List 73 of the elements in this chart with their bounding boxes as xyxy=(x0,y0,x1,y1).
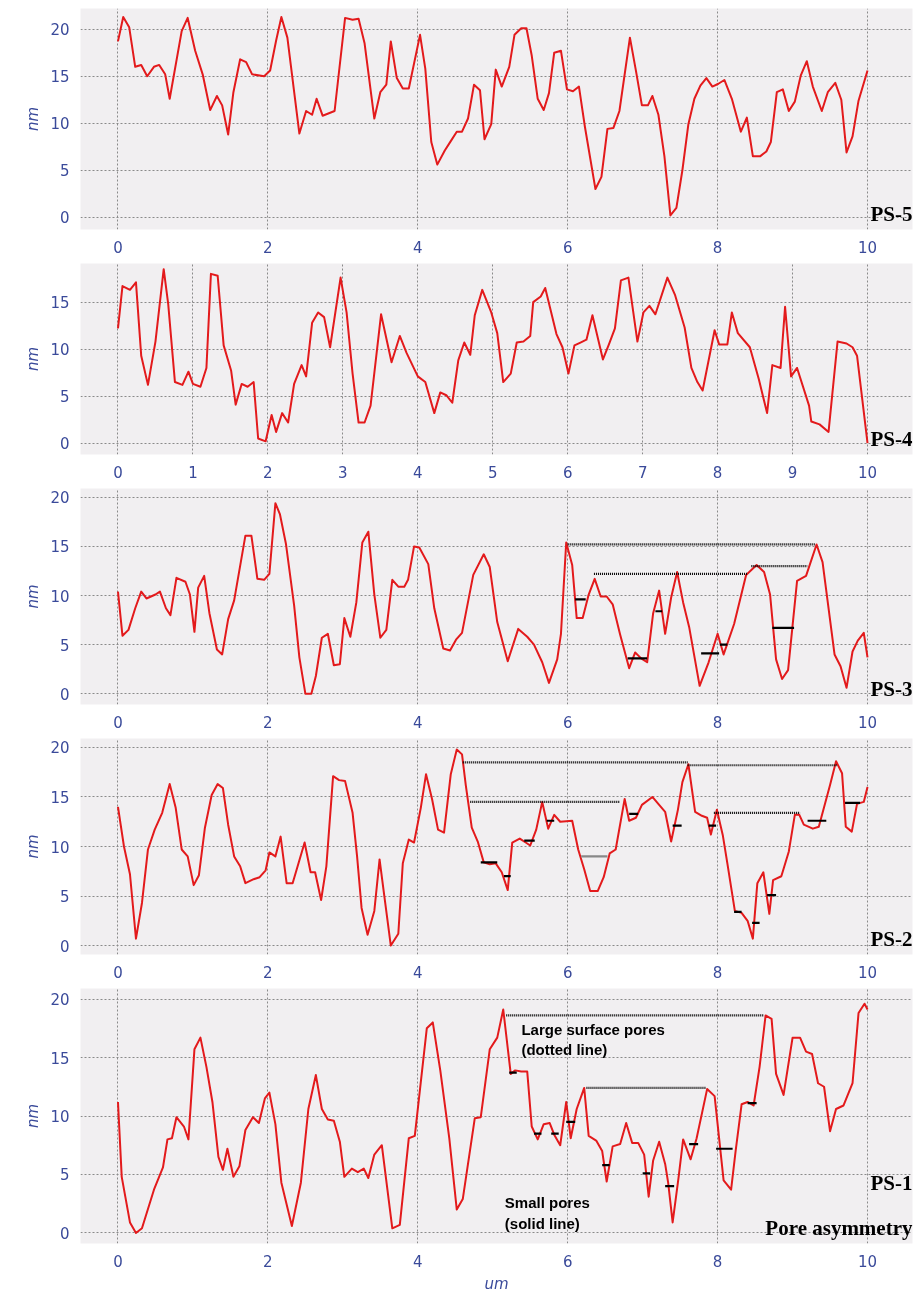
x-tick-label: 10 xyxy=(857,1252,878,1271)
x-tick-label: 8 xyxy=(712,963,723,982)
annotation: Large surface pores (dotted line) xyxy=(521,1020,665,1059)
x-tick-label: 8 xyxy=(712,238,723,257)
x-tick-label: 2 xyxy=(263,1252,273,1271)
y-tick-label: 10 xyxy=(50,1108,70,1126)
y-tick-label: 20 xyxy=(50,739,70,758)
x-tick-label: 6 xyxy=(562,963,573,982)
y-tick-label: 15 xyxy=(50,1049,70,1068)
x-tick-label: 2 xyxy=(263,463,273,482)
x-tick-label: 0 xyxy=(113,463,123,482)
x-tick-label: 3 xyxy=(338,463,348,482)
annotation: PS-1 xyxy=(870,1170,913,1195)
x-tick-label: 2 xyxy=(263,713,273,732)
x-tick-label: 10 xyxy=(857,463,878,482)
x-tick-label: 6 xyxy=(562,713,573,732)
x-tick-label: 10 xyxy=(857,713,878,732)
y-tick-label: 0 xyxy=(59,685,70,704)
y-tick-label: 15 xyxy=(50,788,70,807)
y-tick-label: 15 xyxy=(50,294,70,313)
x-tick-label: 2 xyxy=(263,963,273,982)
annotation: PS-4 xyxy=(870,426,913,451)
x-tick-label: 4 xyxy=(413,713,423,732)
x-tick-label: 4 xyxy=(413,463,423,482)
x-tick-label: 1 xyxy=(188,463,198,482)
annotation: PS-5 xyxy=(870,201,913,226)
y-tick-label: 20 xyxy=(50,489,70,508)
y-tick-label: 5 xyxy=(59,162,70,181)
x-tick-label: 6 xyxy=(562,238,573,257)
y-tick-label: 15 xyxy=(50,68,70,87)
x-tick-label: 6 xyxy=(562,463,573,482)
annotation: PS-3 xyxy=(870,676,913,701)
y-tick-label: 10 xyxy=(50,838,70,857)
x-tick-label: 0 xyxy=(113,1252,123,1271)
x-tick-label: 10 xyxy=(857,963,878,982)
x-axis-title: um xyxy=(484,1274,509,1293)
y-tick-label: 5 xyxy=(59,888,70,907)
x-tick-label: 4 xyxy=(413,963,423,982)
y-axis-title: nm xyxy=(24,1103,43,1129)
x-tick-label: 9 xyxy=(787,463,798,482)
x-tick-label: 6 xyxy=(562,1252,573,1271)
x-tick-label: 2 xyxy=(263,238,273,257)
x-tick-label: 8 xyxy=(712,713,723,732)
y-tick-label: 10 xyxy=(50,341,70,360)
x-tick-label: 8 xyxy=(712,1252,723,1271)
x-tick-label: 10 xyxy=(857,238,878,257)
x-tick-label: 7 xyxy=(637,463,648,482)
y-axis-title: nm xyxy=(24,834,43,859)
x-tick-label: 0 xyxy=(113,713,123,732)
y-tick-label: 10 xyxy=(50,587,70,606)
y-tick-label: 0 xyxy=(59,209,70,228)
y-tick-label: 15 xyxy=(50,538,70,557)
y-tick-label: 5 xyxy=(59,1166,70,1185)
y-tick-label: 20 xyxy=(50,991,70,1010)
x-tick-label: 0 xyxy=(113,238,123,257)
y-tick-label: 5 xyxy=(59,388,70,407)
x-tick-label: 4 xyxy=(413,1252,423,1271)
x-tick-label: 5 xyxy=(487,463,498,482)
y-tick-label: 20 xyxy=(50,21,70,40)
x-tick-label: 4 xyxy=(413,238,423,257)
y-tick-label: 5 xyxy=(59,636,70,655)
y-axis-title: nm xyxy=(24,106,43,132)
annotation: Pore asymmetry xyxy=(765,1215,913,1240)
annotation: PS-2 xyxy=(870,926,913,951)
y-axis-title: nm xyxy=(24,346,43,372)
x-tick-label: 0 xyxy=(113,963,123,982)
annotation: Small pores (solid line) xyxy=(504,1194,590,1232)
y-tick-label: 0 xyxy=(59,435,70,454)
x-tick-label: 8 xyxy=(712,463,723,482)
y-tick-label: 0 xyxy=(59,937,70,956)
y-tick-label: 10 xyxy=(50,115,70,134)
y-axis-title: nm xyxy=(24,584,43,609)
y-tick-label: 0 xyxy=(59,1224,70,1243)
